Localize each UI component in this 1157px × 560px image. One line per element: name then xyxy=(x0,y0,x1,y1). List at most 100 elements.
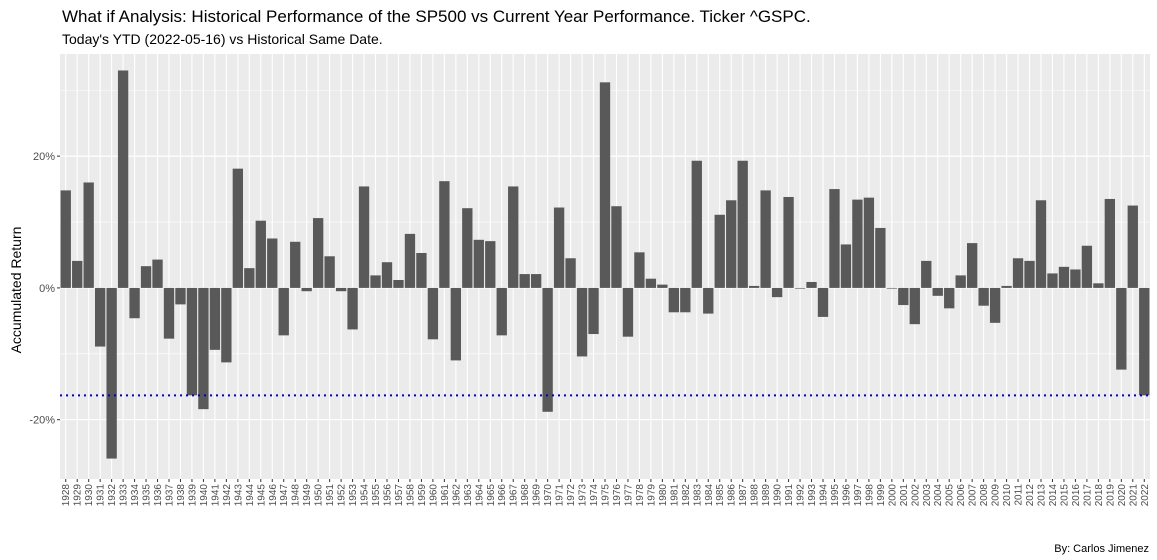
x-tick-label: 2018 xyxy=(1094,484,1105,507)
x-tick-label: 1936 xyxy=(153,484,164,507)
x-tick-label: 1954 xyxy=(360,484,371,507)
x-tick-label: 2009 xyxy=(991,484,1002,507)
bar-1955 xyxy=(370,275,381,288)
bar-1948 xyxy=(290,241,301,288)
x-tick-label: 1986 xyxy=(727,484,738,507)
x-tick-label: 1953 xyxy=(348,484,359,507)
x-tick-label: 1999 xyxy=(876,484,887,507)
x-tick-label: 1959 xyxy=(417,484,428,507)
bar-1956 xyxy=(381,262,393,288)
x-tick-label: 1964 xyxy=(474,484,485,507)
x-tick-label: 2008 xyxy=(979,484,990,507)
bar-1995 xyxy=(829,189,840,288)
bar-1960 xyxy=(427,287,439,340)
bar-1938 xyxy=(175,287,186,305)
x-tick-label: 2020 xyxy=(1117,484,1128,507)
bar-1996 xyxy=(840,244,852,288)
bar-1980 xyxy=(657,284,668,288)
bar-1957 xyxy=(393,280,404,288)
x-tick-label: 2011 xyxy=(1014,484,1025,506)
bar-2012 xyxy=(1024,260,1035,288)
bar-1946 xyxy=(267,238,278,288)
x-tick-label: 1987 xyxy=(738,484,749,507)
x-tick-label: 1970 xyxy=(543,484,554,507)
x-tick-label: 2002 xyxy=(910,484,921,507)
bar-1979 xyxy=(645,278,657,288)
bar-1984 xyxy=(703,287,714,314)
bar-1974 xyxy=(588,287,599,335)
x-tick-label: 1949 xyxy=(302,484,313,507)
bar-1968 xyxy=(519,274,530,288)
x-tick-label: 1962 xyxy=(451,484,462,507)
chart-title: What if Analysis: Historical Performance… xyxy=(62,7,811,26)
x-tick-label: 1961 xyxy=(440,484,451,507)
bar-1997 xyxy=(852,199,863,288)
bar-2020 xyxy=(1116,287,1127,370)
x-tick-label: 2007 xyxy=(968,484,979,507)
bar-1975 xyxy=(599,82,611,288)
bar-2004 xyxy=(932,287,943,296)
bar-1999 xyxy=(875,227,886,288)
bar-1991 xyxy=(783,196,794,288)
bar-1965 xyxy=(485,241,496,288)
bars xyxy=(60,70,1150,459)
x-tick-label: 1943 xyxy=(233,484,244,507)
bar-1987 xyxy=(737,160,748,288)
bar-2021 xyxy=(1127,205,1138,288)
chart-subtitle: Today's YTD (2022-05-16) vs Historical S… xyxy=(62,31,383,47)
x-tick-label: 1963 xyxy=(463,484,474,507)
bar-1982 xyxy=(680,287,691,313)
bar-1958 xyxy=(404,233,416,288)
x-tick-label: 1969 xyxy=(532,484,543,507)
bar-1962 xyxy=(450,287,462,361)
bar-1988 xyxy=(748,285,760,288)
x-tick-label: 1978 xyxy=(635,484,646,507)
x-tick-label: 1960 xyxy=(428,484,439,507)
bar-2022 xyxy=(1139,287,1150,396)
x-tick-label: 1952 xyxy=(337,484,348,507)
x-tick-label: 1956 xyxy=(383,484,394,507)
x-tick-label: 1997 xyxy=(853,484,864,507)
bar-2002 xyxy=(909,287,920,325)
x-tick-label: 2010 xyxy=(1002,484,1013,507)
x-tick-label: 1980 xyxy=(658,484,669,507)
bar-2014 xyxy=(1047,273,1058,288)
x-tick-label: 2005 xyxy=(945,484,956,507)
x-tick-label: 1996 xyxy=(841,484,852,507)
bar-1971 xyxy=(553,207,565,288)
x-tick-label: 1989 xyxy=(761,484,772,507)
x-tick-label: 1942 xyxy=(222,484,233,507)
x-tick-label: 1992 xyxy=(796,484,807,507)
bar-1947 xyxy=(278,287,289,336)
x-tick-label: 1984 xyxy=(704,484,715,507)
bar-1933 xyxy=(117,70,129,288)
x-tick-label: 1951 xyxy=(325,484,336,507)
x-tick-label: 2022 xyxy=(1140,484,1151,507)
bar-1985 xyxy=(714,214,725,288)
bar-1953 xyxy=(347,287,358,330)
bar-1978 xyxy=(634,252,645,288)
x-tick-label: 1991 xyxy=(784,484,795,507)
x-tick-label: 2019 xyxy=(1105,484,1116,507)
bar-1949 xyxy=(301,287,312,292)
x-axis: 1928 1929 1930 1931 1932 1933 1934 1935 1936 1937… xyxy=(61,479,1151,506)
x-tick-label: 1938 xyxy=(176,484,187,507)
bar-2015 xyxy=(1058,266,1070,288)
bar-2016 xyxy=(1070,269,1081,288)
x-tick-label: 1950 xyxy=(314,484,325,507)
bar-1966 xyxy=(496,287,507,336)
x-tick-label: 1928 xyxy=(61,484,72,507)
bar-1961 xyxy=(439,181,450,288)
bar-2001 xyxy=(898,287,909,306)
bar-2000 xyxy=(886,287,898,289)
caption: By: Carlos Jimenez xyxy=(1054,543,1149,555)
x-tick-label: 2012 xyxy=(1025,484,1036,507)
bar-1943 xyxy=(232,168,244,288)
bar-1951 xyxy=(324,256,335,288)
bar-1970 xyxy=(542,287,553,412)
bar-2008 xyxy=(978,287,989,306)
x-tick-label: 2000 xyxy=(887,484,898,507)
bar-1939 xyxy=(186,287,198,396)
bar-1929 xyxy=(72,260,83,288)
